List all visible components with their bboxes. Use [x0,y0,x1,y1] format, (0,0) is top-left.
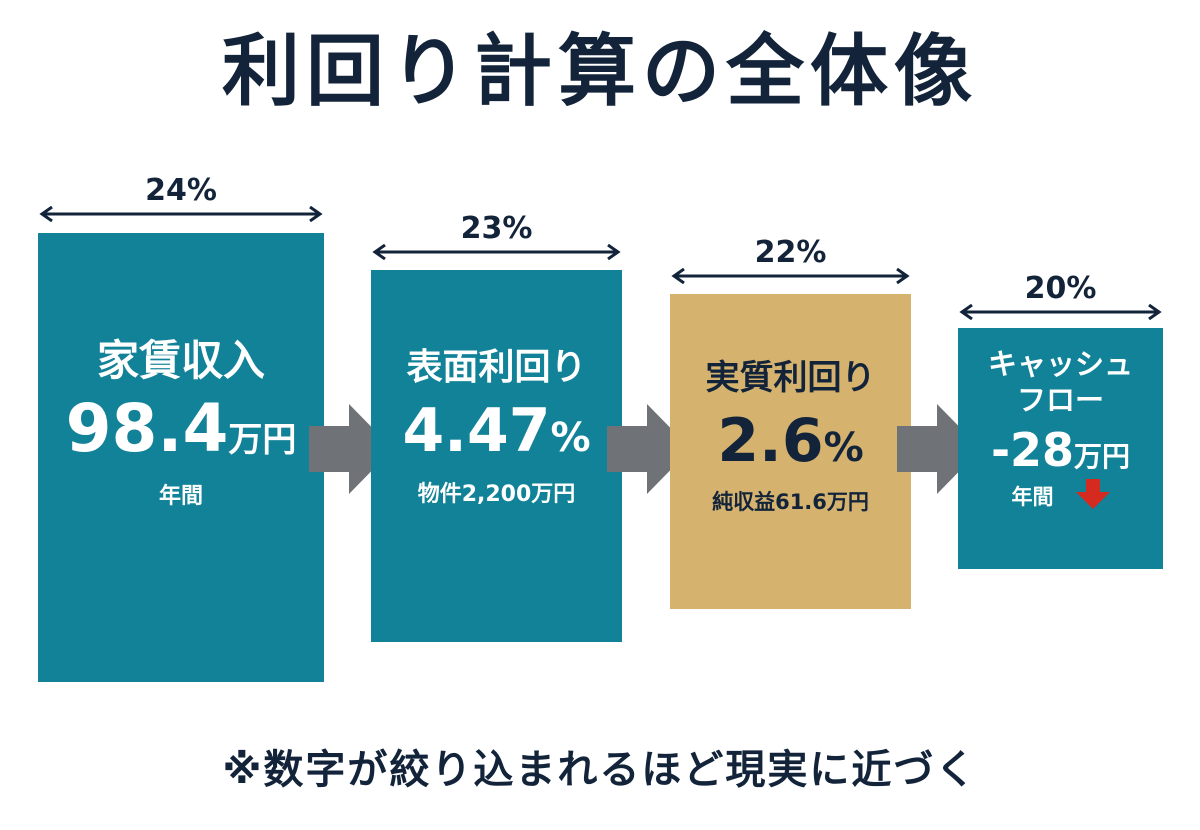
stage-title: キャッシュ フロー [988,346,1133,419]
stage-subtext: 年間 [1011,485,1054,510]
stage-box: 家賃収入 98.4万円 年間 [38,233,324,682]
stage-box: キャッシュ フロー -28万円 年間 [958,328,1163,569]
stage-value-number: 4.47 [402,395,551,466]
stage-value: 98.4万円 [66,393,297,466]
width-percent-label: 22% [754,235,827,270]
width-dimension-arrow-icon [958,304,1163,320]
stage-subtext: 純収益61.6万円 [712,489,869,514]
flow-arrow-icon [607,404,691,498]
width-dimension-arrow-icon [670,268,911,284]
stage-surface-yield: 23% 表面利回り 4.47% 物件2,200万円 [371,210,622,642]
down-arrow-icon [1075,479,1110,513]
stage-value: 4.47% [402,398,590,464]
stage-net-yield: 22% 実質利回り 2.6% 純収益61.6万円 [670,234,911,609]
footnote: ※数字が絞り込まれるほど現実に近づく [222,747,978,793]
stage-rent-income: 24% 家賃収入 98.4万円 年間 [38,170,324,682]
stage-value-unit: 万円 [228,420,297,461]
stage-value: -28万円 [990,422,1131,477]
stage-value: 2.6% [717,408,863,474]
stage-subtext-row: 年間 [1012,479,1110,513]
stage-box: 実質利回り 2.6% 純収益61.6万円 [670,294,911,609]
stage-title: 表面利回り [406,346,587,388]
flow-arrow-icon [309,404,393,498]
flow-arrow-icon [897,404,981,498]
stage-value-number: 2.6 [717,405,824,476]
stage-title-line: キャッシュ [987,347,1133,381]
stage-value-unit: % [823,424,864,471]
stage-cash-flow: 20% キャッシュ フロー -28万円 年間 [958,270,1163,569]
width-dimension-arrow-icon [371,244,622,260]
stage-subtext: 年間 [158,484,203,510]
stage-title: 家賃収入 [96,335,265,385]
stage-title: 実質利回り [705,358,876,399]
width-dimension-arrow-icon [38,206,324,222]
width-percent-label: 24% [145,173,217,208]
stage-subtext: 物件2,200万円 [417,481,576,507]
stage-value-unit: 万円 [1074,439,1131,473]
stage-value-unit: % [550,414,591,461]
stage-title-line: フロー [1016,383,1104,418]
stage-value-number: -28 [990,422,1075,477]
page-title: 利回り計算の全体像 [221,27,978,117]
width-percent-label: 23% [460,211,533,246]
width-percent-label: 20% [1024,271,1097,306]
stage-value-number: 98.4 [65,390,229,468]
stage-box: 表面利回り 4.47% 物件2,200万円 [371,270,622,642]
